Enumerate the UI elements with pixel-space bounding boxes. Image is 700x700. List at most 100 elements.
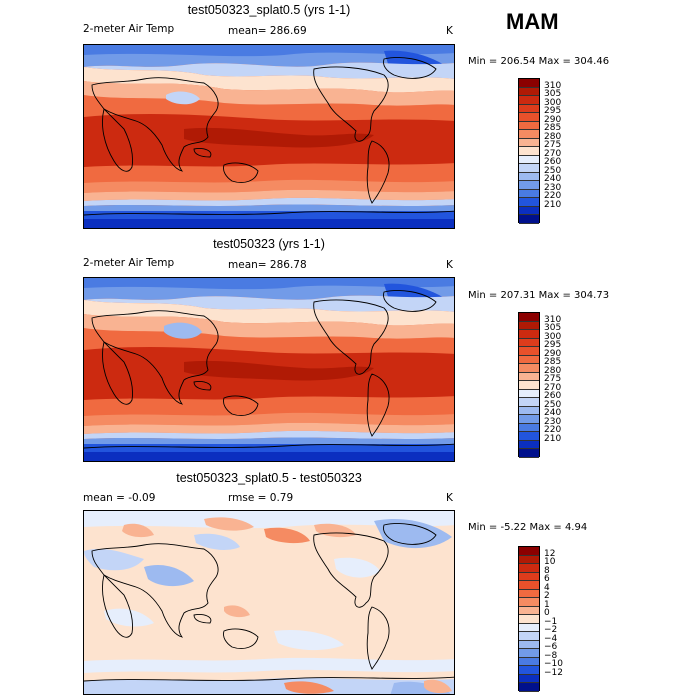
colorbar-tick-label: 4: [544, 582, 550, 593]
colorbar-tick-label: 210: [544, 199, 562, 210]
colorbar-swatch: [519, 572, 539, 581]
colorbar-swatch: [519, 406, 539, 415]
colorbar-swatch: [519, 381, 539, 390]
colorbar-tick-label: 270: [544, 148, 562, 159]
colorbar-swatch: [519, 121, 539, 130]
panel-2-variable-label: 2-meter Air Temp: [83, 257, 175, 269]
colorbar-tick-label: 210: [544, 433, 562, 444]
colorbar-swatch: [519, 147, 539, 156]
colorbar-swatch: [519, 623, 539, 632]
colorbar-swatch: [519, 683, 539, 692]
panel-1-title: test050323_splat0.5 (yrs 1-1): [187, 3, 351, 17]
panel-1-units: K: [446, 25, 453, 37]
colorbar-tick-label: 305: [544, 323, 562, 333]
colorbar-tick-label: 1: [544, 599, 550, 610]
panel-3-title: test050323_splat0.5 - test050323: [176, 471, 362, 485]
panel-1-minmax: Min = 206.54 Max = 304.46: [468, 56, 610, 67]
colorbar-swatch: [519, 87, 539, 96]
colorbar-tick-label: 295: [544, 340, 562, 350]
colorbar-tick-label: −1: [544, 616, 558, 627]
panel-3-colorbar: [518, 546, 540, 692]
colorbar-swatch: [519, 389, 539, 398]
colorbar-tick-label: −4: [544, 633, 558, 644]
colorbar-swatch: [519, 598, 539, 607]
colorbar-tick-label: 240: [544, 408, 562, 418]
colorbar-swatch: [519, 432, 539, 441]
panel-2-minmax: Min = 207.31 Max = 304.73: [468, 290, 610, 301]
colorbar-swatch: [519, 398, 539, 407]
panel-3-rmse-label: rmse = 0.79: [228, 492, 294, 504]
colorbar-tick-label: 220: [544, 191, 562, 201]
colorbar-swatch: [519, 215, 539, 224]
colorbar-tick-label: 270: [544, 382, 562, 393]
colorbar-swatch: [519, 632, 539, 641]
colorbar-tick-label: 300: [544, 331, 562, 342]
colorbar-swatch: [519, 330, 539, 339]
colorbar-tick-label: 230: [544, 182, 562, 193]
colorbar-tick-label: 285: [544, 357, 562, 367]
panel-3-mean-label: mean = -0.09: [83, 492, 156, 504]
colorbar-tick-label: −2: [544, 625, 558, 635]
colorbar-tick-label: 2: [544, 591, 550, 601]
colorbar-swatch: [519, 189, 539, 198]
colorbar-swatch: [519, 130, 539, 139]
colorbar-swatch: [519, 415, 539, 424]
colorbar-swatch: [519, 666, 539, 675]
colorbar-swatch: [519, 355, 539, 364]
colorbar-swatch: [519, 564, 539, 573]
colorbar-tick-label: 275: [544, 140, 562, 150]
colorbar-swatch: [519, 206, 539, 215]
colorbar-swatch: [519, 555, 539, 564]
colorbar-tick-label: −12: [544, 667, 563, 678]
colorbar-tick-label: 260: [544, 391, 562, 401]
colorbar-swatch: [519, 198, 539, 207]
colorbar-swatch: [519, 640, 539, 649]
colorbar-tick-label: 250: [544, 165, 562, 176]
season-label: MAM: [506, 9, 559, 34]
colorbar-tick-label: 285: [544, 123, 562, 133]
colorbar-swatch: [519, 440, 539, 449]
colorbar-swatch: [519, 164, 539, 173]
panel-2-mean-label: mean= 286.78: [228, 259, 307, 271]
panel-3-map: [83, 510, 455, 695]
colorbar-swatch: [519, 79, 539, 88]
colorbar-swatch: [519, 96, 539, 105]
colorbar-swatch: [519, 155, 539, 164]
colorbar-swatch: [519, 581, 539, 590]
panel-2-map: [83, 277, 455, 462]
panel-1-colorbar: [518, 78, 540, 224]
colorbar-tick-label: 300: [544, 97, 562, 108]
colorbar-swatch: [519, 615, 539, 624]
colorbar-swatch: [519, 104, 539, 113]
colorbar-tick-label: 10: [544, 557, 556, 567]
colorbar-swatch: [519, 113, 539, 122]
panel-2-colorbar: [518, 312, 540, 458]
colorbar-swatch: [519, 674, 539, 683]
colorbar-swatch: [519, 372, 539, 381]
colorbar-swatch: [519, 181, 539, 190]
colorbar-tick-label: −10: [544, 659, 563, 669]
colorbar-tick-label: 12: [544, 548, 556, 559]
colorbar-swatch: [519, 347, 539, 356]
colorbar-tick-label: 275: [544, 374, 562, 384]
panel-2-units: K: [446, 259, 453, 271]
panel-3-minmax: Min = -5.22 Max = 4.94: [468, 522, 588, 533]
colorbar-swatch: [519, 313, 539, 322]
colorbar-swatch: [519, 657, 539, 666]
colorbar-tick-label: −8: [544, 650, 558, 661]
panel-1-variable-label: 2-meter Air Temp: [83, 23, 175, 35]
colorbar-tick-label: 230: [544, 416, 562, 427]
colorbar-tick-label: 240: [544, 174, 562, 184]
colorbar-tick-label: 8: [544, 565, 550, 576]
colorbar-tick-label: −6: [544, 642, 558, 652]
colorbar-swatch: [519, 589, 539, 598]
colorbar-tick-label: 6: [544, 574, 550, 584]
colorbar-swatch: [519, 649, 539, 658]
colorbar-tick-label: 290: [544, 114, 562, 125]
colorbar-tick-label: 305: [544, 89, 562, 99]
colorbar-swatch: [519, 364, 539, 373]
panel-2-title: test050323 (yrs 1-1): [213, 237, 325, 251]
colorbar-tick-label: 310: [544, 314, 562, 325]
panel-1-mean-label: mean= 286.69: [228, 25, 307, 37]
panel-1-map: [83, 44, 455, 229]
